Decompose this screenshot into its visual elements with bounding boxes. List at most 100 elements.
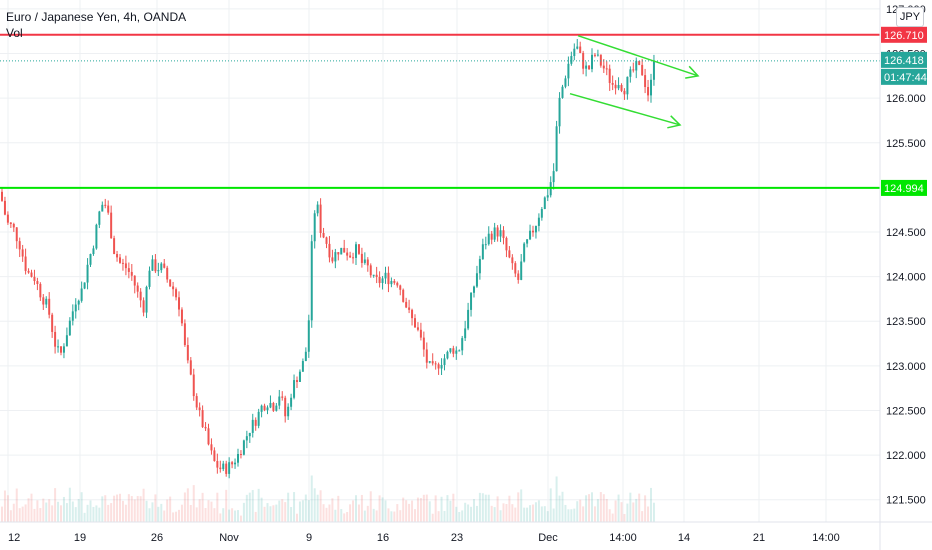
volume-bar [110,503,113,522]
candle-body [431,361,434,364]
candle-body [532,230,534,233]
candle-body [269,403,272,408]
volume-bar [222,508,225,522]
candle-body [490,233,493,240]
volume-bar [172,512,175,522]
volume-bar [599,492,602,522]
candle-body [104,204,107,206]
volume-bar [113,495,116,522]
candle-body [402,289,405,302]
candle-body [546,195,549,198]
volume-bar [508,495,511,522]
volume-bar [60,505,62,522]
candle-body [585,65,588,69]
candle-body [219,467,222,470]
volume-bar [225,489,228,522]
volume-bar [242,502,245,522]
channel-lower-line [569,92,681,126]
volume-bar [216,492,219,522]
volume-bar [490,505,493,522]
volume-bar [573,508,576,522]
volume-bar [77,498,80,522]
volume-bar [248,492,251,522]
candle-body [301,361,304,372]
candle-body [151,259,154,271]
candle-body [163,263,166,268]
channel-drawing[interactable] [569,34,700,129]
candle-body [555,126,558,172]
candle-body [419,329,422,338]
volume-bar [287,492,290,522]
volume-bar [514,507,517,522]
candle-body [334,252,337,262]
time-axis[interactable]: 12 19 26 Nov 9 16 23 Dec 14:00 14 21 14:00 [8,532,840,544]
candle-body [440,364,443,369]
volume-bar [357,504,360,522]
volume-bar [458,512,461,522]
candle-body [478,259,481,274]
candle-body [455,350,458,354]
candle-body [281,396,284,398]
candle-body [644,75,647,88]
time-tick-label: 21 [753,532,765,544]
price-tick-label: 123.500 [886,316,926,328]
volume-bar [381,497,384,522]
candle-body [599,54,602,66]
volume-bar [107,504,110,522]
volume-bar [54,488,57,522]
volume-bar [142,488,145,522]
candle-body [124,263,127,269]
volume-indicator-label[interactable]: Vol [6,26,23,40]
volume-bar [266,503,269,522]
candle-body [9,222,12,224]
candle-body [475,273,478,287]
candle-body [83,282,86,289]
volume-bar [51,505,54,522]
volume-bar [537,500,540,522]
volume-bar [334,509,337,522]
candle-body [523,243,526,262]
currency-button[interactable]: JPY [896,7,924,27]
candle-body [425,349,428,363]
volume-bar [237,510,239,522]
volume-bar [523,507,526,522]
channel-lower-line-arrowhead [667,115,682,129]
volume-bar [431,513,434,522]
candle-body [650,79,652,96]
volume-bar [340,509,343,522]
candle-body [27,270,30,273]
candle-body [169,279,172,287]
candle-body [257,411,260,426]
candle-body [175,289,178,298]
volume-bar [532,504,534,522]
volume-bar [65,503,68,522]
volume-bar [127,494,130,522]
time-tick-label: 9 [306,532,312,544]
volume-bar [461,510,464,522]
volume-bar [337,495,340,522]
volume-bar [192,485,195,522]
candle-body [201,410,204,427]
candle-body [57,346,60,348]
candle-body [228,462,231,474]
candle-body [390,281,393,285]
candle-body [508,250,511,258]
volume-bar [166,499,169,522]
volume-bar [579,499,582,522]
candle-body [620,85,623,91]
candle-body [21,249,24,257]
candle-body [80,288,83,301]
countdown-tag-bg [881,68,927,85]
candle-body [484,244,487,246]
price-tick-label: 124.000 [886,272,926,284]
candle-body [582,52,585,69]
time-tick-label: 19 [74,532,86,544]
candle-body [192,374,195,397]
candle-body [316,204,319,214]
candle-body [381,278,384,284]
candle-body [213,450,216,462]
candle-body [160,263,163,271]
candle-body [278,396,281,406]
volume-bar [151,502,154,522]
